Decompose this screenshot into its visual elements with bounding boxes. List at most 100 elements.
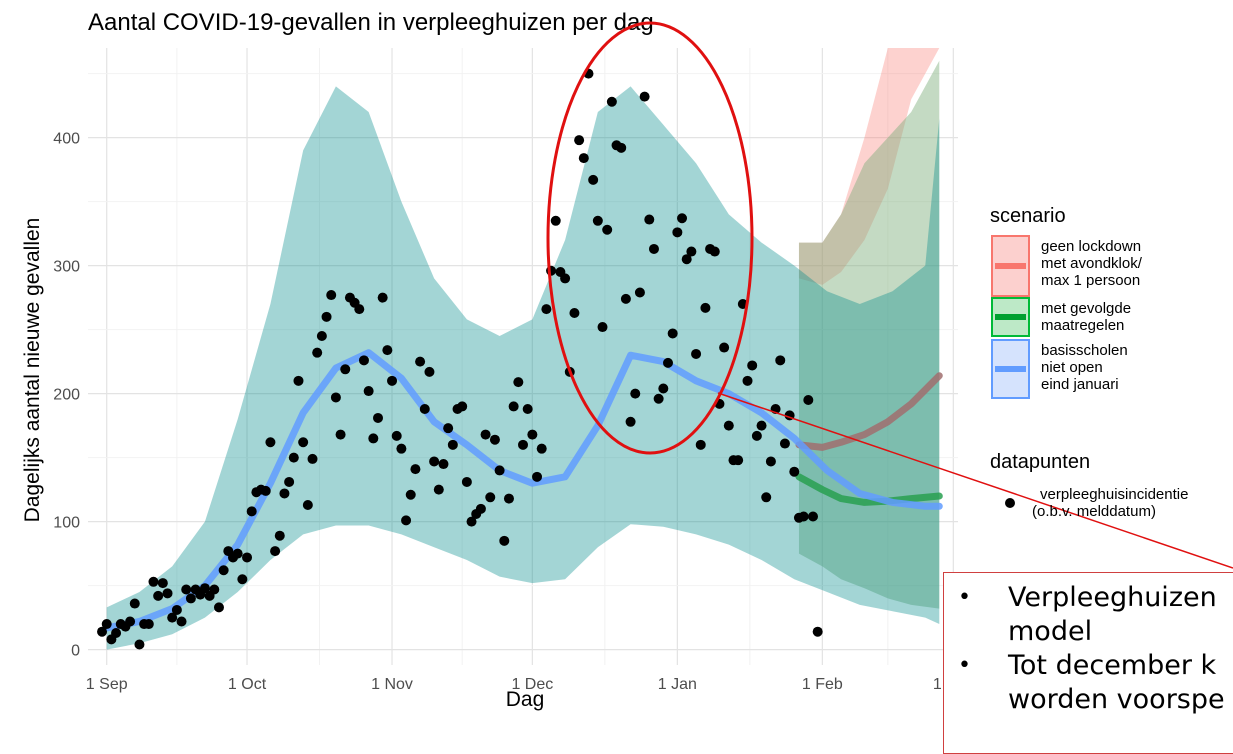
data-point	[340, 364, 351, 375]
data-point	[326, 290, 337, 301]
data-point	[625, 416, 636, 427]
data-point	[213, 602, 224, 613]
data-point	[405, 489, 416, 500]
data-point	[242, 552, 253, 563]
data-point	[335, 429, 346, 440]
data-point	[167, 612, 178, 623]
data-point	[644, 214, 655, 225]
data-point	[457, 401, 468, 412]
data-point	[532, 471, 543, 482]
data-point	[125, 616, 136, 627]
data-point	[536, 443, 547, 454]
data-point	[387, 375, 398, 386]
data-point	[443, 423, 454, 434]
data-point	[733, 455, 744, 466]
data-point	[419, 403, 430, 414]
legend-label: eind januari	[1041, 376, 1119, 393]
data-point	[602, 224, 613, 235]
data-point	[742, 375, 753, 386]
data-point	[681, 254, 692, 265]
data-point	[232, 548, 243, 559]
data-point	[648, 243, 659, 254]
datapoints	[97, 68, 823, 650]
data-point	[513, 377, 524, 388]
x-tick-label: 1 Jan	[658, 676, 697, 693]
data-point	[578, 153, 589, 164]
chart: Aantal COVID-19-gevallen in verpleeghuiz…	[21, 9, 1233, 711]
data-point	[279, 488, 290, 499]
data-point	[368, 433, 379, 444]
data-point	[129, 598, 140, 609]
data-point	[541, 304, 552, 315]
x-tick-label: 1 Dec	[511, 676, 553, 693]
data-point	[723, 420, 734, 431]
data-point	[480, 429, 491, 440]
data-point	[518, 439, 528, 450]
data-point	[438, 459, 449, 470]
data-point	[298, 437, 309, 448]
data-point	[592, 215, 603, 226]
legend: scenario geen lockdown met avondklok/ ma…	[990, 205, 1188, 520]
series-line-1	[795, 372, 943, 451]
y-tick-label: 0	[71, 643, 80, 660]
band-3	[106, 86, 940, 650]
x-tick-label: 1 Feb	[802, 676, 843, 693]
data-point	[812, 626, 823, 637]
data-point	[475, 503, 486, 514]
legend-datapoint-symbol	[1005, 498, 1015, 508]
slide-bullet-2: • Tot december k worden voorspe	[944, 649, 1233, 717]
data-point	[391, 430, 402, 441]
legend-label: maatregelen	[1041, 317, 1124, 334]
data-point	[302, 499, 313, 510]
data-point	[373, 412, 383, 423]
data-point	[148, 576, 159, 587]
y-axis-ticks: 0 100 200 300 400	[53, 131, 80, 660]
data-point	[401, 515, 412, 526]
scenario-lines	[103, 349, 943, 632]
data-point	[237, 574, 248, 585]
data-point	[700, 302, 711, 313]
bullet-icon: •	[958, 585, 971, 610]
data-point	[185, 593, 196, 604]
data-point	[719, 342, 730, 353]
data-point	[181, 584, 192, 595]
data-point	[494, 465, 505, 476]
data-point	[382, 345, 393, 356]
data-point	[101, 619, 112, 630]
data-point	[429, 456, 440, 467]
data-point	[433, 484, 444, 495]
y-tick-label: 200	[53, 387, 80, 404]
data-point	[560, 273, 571, 284]
data-point	[775, 355, 786, 366]
data-point	[779, 438, 790, 449]
data-point	[293, 375, 304, 386]
data-point	[677, 213, 688, 224]
data-point	[606, 96, 617, 107]
data-point	[639, 91, 650, 102]
data-point	[274, 530, 285, 541]
series-line-2	[795, 473, 943, 506]
data-point	[377, 292, 388, 303]
data-point	[630, 388, 641, 399]
data-point	[667, 328, 678, 339]
slide-bullet-list: • Verpleeghuizen model • Tot december k …	[944, 581, 1233, 717]
data-point	[157, 578, 168, 589]
data-point	[761, 492, 772, 503]
data-point	[765, 456, 776, 467]
data-point	[396, 443, 407, 454]
annotations	[546, 21, 1233, 569]
slide-bullet-1-line1: Verpleeghuizen	[1008, 582, 1217, 613]
data-point	[312, 347, 323, 358]
y-axis-label: Dagelijks aantal nieuwe gevallen	[21, 218, 44, 523]
x-tick-label: 1 Nov	[371, 676, 413, 693]
data-point	[789, 466, 800, 477]
y-tick-label: 300	[53, 259, 80, 276]
bullet-icon: •	[958, 653, 971, 678]
plot-area	[88, 21, 1233, 665]
data-point	[485, 492, 496, 503]
data-point	[466, 516, 477, 527]
slide-bullet-1: • Verpleeghuizen model	[944, 581, 1233, 649]
data-point	[489, 434, 500, 445]
legend-line-3	[995, 366, 1026, 372]
data-point	[798, 511, 809, 522]
